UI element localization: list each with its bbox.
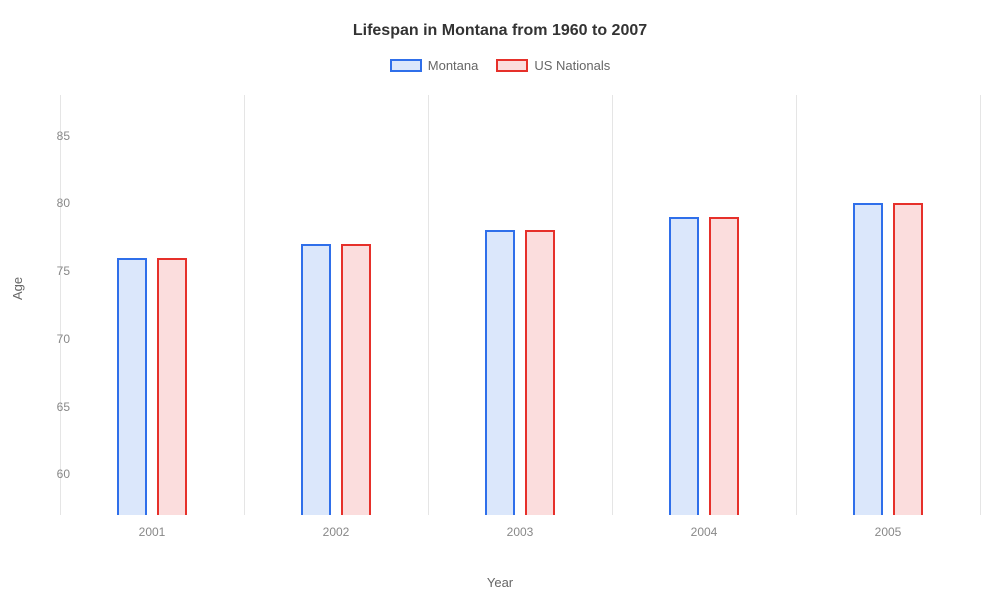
grid-line — [244, 95, 245, 515]
bar — [301, 244, 331, 515]
y-tick-label: 65 — [40, 400, 70, 414]
y-tick-label: 70 — [40, 332, 70, 346]
x-tick-label: 2004 — [691, 525, 718, 539]
x-axis-label: Year — [0, 575, 1000, 590]
x-tick-label: 2003 — [507, 525, 534, 539]
legend: Montana US Nationals — [0, 58, 1000, 73]
bar — [709, 217, 739, 515]
legend-label: US Nationals — [534, 58, 610, 73]
y-tick-label: 60 — [40, 467, 70, 481]
bar — [893, 203, 923, 515]
legend-swatch — [496, 59, 528, 72]
grid-line — [796, 95, 797, 515]
y-tick-label: 75 — [40, 264, 70, 278]
grid-line — [980, 95, 981, 515]
legend-item: Montana — [390, 58, 479, 73]
bar — [157, 258, 187, 515]
bar — [669, 217, 699, 515]
grid-line — [612, 95, 613, 515]
y-axis-label: Age — [10, 277, 25, 300]
plot-area — [60, 95, 980, 515]
bar — [485, 230, 515, 515]
x-tick-label: 2002 — [323, 525, 350, 539]
grid-line — [428, 95, 429, 515]
x-tick-label: 2001 — [139, 525, 166, 539]
legend-swatch — [390, 59, 422, 72]
bar — [341, 244, 371, 515]
x-tick-label: 2005 — [875, 525, 902, 539]
chart-title: Lifespan in Montana from 1960 to 2007 — [0, 0, 1000, 40]
bar — [853, 203, 883, 515]
chart-container: Lifespan in Montana from 1960 to 2007 Mo… — [0, 0, 1000, 600]
bar — [117, 258, 147, 515]
y-tick-label: 80 — [40, 196, 70, 210]
bar — [525, 230, 555, 515]
legend-label: Montana — [428, 58, 479, 73]
legend-item: US Nationals — [496, 58, 610, 73]
grid-line — [60, 95, 61, 515]
y-tick-label: 85 — [40, 129, 70, 143]
